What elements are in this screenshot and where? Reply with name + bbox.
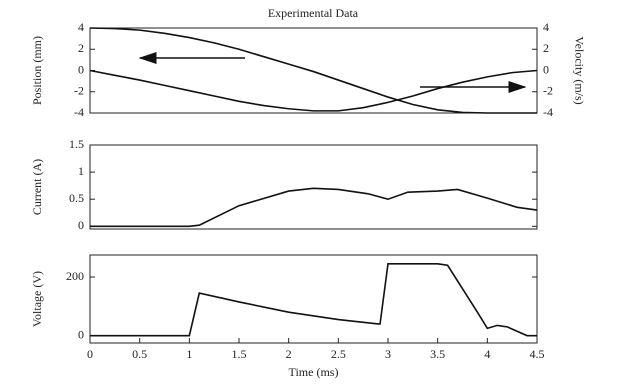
x-tick-label: 0 [87,347,93,361]
y-axis-label: Voltage (V) [30,271,44,327]
y-tick-label: 1.5 [69,137,84,151]
y2-tick-label: -2 [543,84,553,98]
y-axis-label: Position (mm) [30,36,44,105]
y-tick-label: 4 [78,20,84,34]
chart-title: Experimental Data [268,6,359,20]
y2-tick-label: 0 [543,62,549,76]
x-tick-label: 3.5 [430,347,445,361]
y2-tick-label: -4 [543,105,553,119]
y-tick-label: 0 [78,327,84,341]
x-tick-label: 2 [286,347,292,361]
y2-tick-label: 4 [543,20,549,34]
y2-tick-label: 2 [543,41,549,55]
y-tick-label: 200 [66,269,84,283]
series-line [90,263,537,337]
y-tick-label: -2 [74,84,84,98]
x-tick-label: 2.5 [331,347,346,361]
plot-frame [89,27,538,114]
series-line [89,69,538,112]
x-tick-label: 1 [186,347,192,361]
plot-frame [89,254,538,344]
x-axis-label: Time (ms) [289,365,339,379]
x-tick-label: 0.5 [132,347,147,361]
x-tick-label: 1.5 [232,347,247,361]
y-tick-label: 0 [78,218,84,232]
y-tick-label: -4 [74,105,84,119]
x-tick-label: 4 [484,347,490,361]
y-axis-label: Current (A) [30,159,44,215]
x-tick-label: 4.5 [530,347,545,361]
series-line [90,187,538,228]
y-tick-label: 1 [78,164,84,178]
x-tick-label: 3 [385,347,391,361]
y-tick-label: 2 [78,41,84,55]
plot-frame [89,144,538,230]
series-line [89,27,537,114]
y-tick-label: 0 [78,62,84,76]
y2-axis-label: Velocity (m/s) [572,36,586,104]
y-tick-label: 0.5 [69,191,84,205]
